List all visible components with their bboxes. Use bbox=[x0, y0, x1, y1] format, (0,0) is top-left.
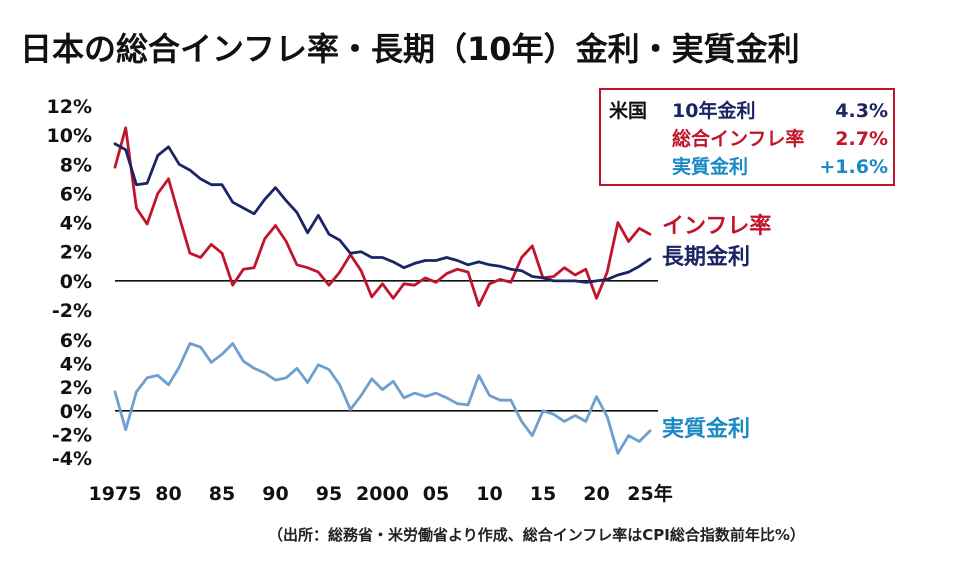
y-tick-label: 12% bbox=[47, 96, 92, 118]
y-tick-label: 6% bbox=[60, 330, 92, 352]
x-tick-label: 10 bbox=[476, 483, 502, 505]
y-tick-label: 0% bbox=[60, 401, 92, 423]
y-tick-label: -2% bbox=[52, 424, 92, 446]
y-tick-label: 10% bbox=[47, 125, 92, 147]
top-panel: 12% 10% 8% 6% 4% 2% 0% -2% bbox=[47, 96, 658, 322]
x-tick-label: 2000 bbox=[356, 483, 409, 505]
us-legend-label-real: 実質金利 bbox=[672, 155, 748, 178]
y-tick-label: 2% bbox=[60, 377, 92, 399]
x-tick-label: 15 bbox=[530, 483, 556, 505]
y-tick-label: 0% bbox=[60, 271, 92, 293]
series-label-long-rate: 長期金利 bbox=[662, 244, 750, 270]
series-line-実質金利 bbox=[113, 342, 652, 455]
source-note: （出所：総務省・米労働省より作成、総合インフレ率はCPI総合指数前年比%） bbox=[268, 526, 805, 544]
series-label-inflation: インフレ率 bbox=[662, 213, 771, 239]
y-tick-label: -2% bbox=[52, 300, 92, 322]
x-tick-label: 20 bbox=[583, 483, 609, 505]
bottom-panel: 6%4%2%0%-2%-4% bbox=[52, 330, 658, 470]
x-tick-label: 95 bbox=[316, 483, 342, 505]
y-tick-label: -4% bbox=[52, 448, 92, 470]
x-tick-label: 85 bbox=[209, 483, 235, 505]
x-tick-label: 25年 bbox=[627, 482, 672, 505]
us-legend-value-10y: 4.3% bbox=[835, 100, 888, 122]
us-legend-country: 米国 bbox=[609, 99, 647, 122]
series-line-長期金利 bbox=[113, 142, 652, 284]
series-line-インフレ率 bbox=[113, 126, 652, 308]
y-tick-label: 8% bbox=[60, 154, 92, 176]
us-legend-value-real: +1.6% bbox=[819, 156, 888, 178]
us-legend-frame bbox=[599, 88, 895, 186]
chart-title: 日本の総合インフレ率・長期（10年）金利・実質金利 bbox=[20, 30, 800, 68]
series-label-real-rate: 実質金利 bbox=[662, 416, 750, 442]
y-tick-label: 4% bbox=[60, 354, 92, 376]
x-tick-label: 90 bbox=[262, 483, 288, 505]
y-tick-label: 2% bbox=[60, 242, 92, 264]
x-tick-label: 80 bbox=[155, 483, 181, 505]
x-tick-label: 05 bbox=[423, 483, 449, 505]
y-tick-label: 6% bbox=[60, 183, 92, 205]
y-tick-label: 4% bbox=[60, 213, 92, 235]
x-axis: 1975 80 85 90 95 2000 05 10 15 20 25年 bbox=[89, 482, 673, 505]
us-legend-value-inflation: 2.7% bbox=[835, 128, 888, 150]
us-legend-box: 米国 10年金利 4.3% 総合インフレ率 2.7% 実質金利 +1.6% bbox=[599, 88, 895, 186]
us-legend-label-10y: 10年金利 bbox=[672, 99, 755, 122]
x-tick-label: 1975 bbox=[89, 483, 142, 505]
us-legend-label-inflation: 総合インフレ率 bbox=[672, 127, 804, 150]
